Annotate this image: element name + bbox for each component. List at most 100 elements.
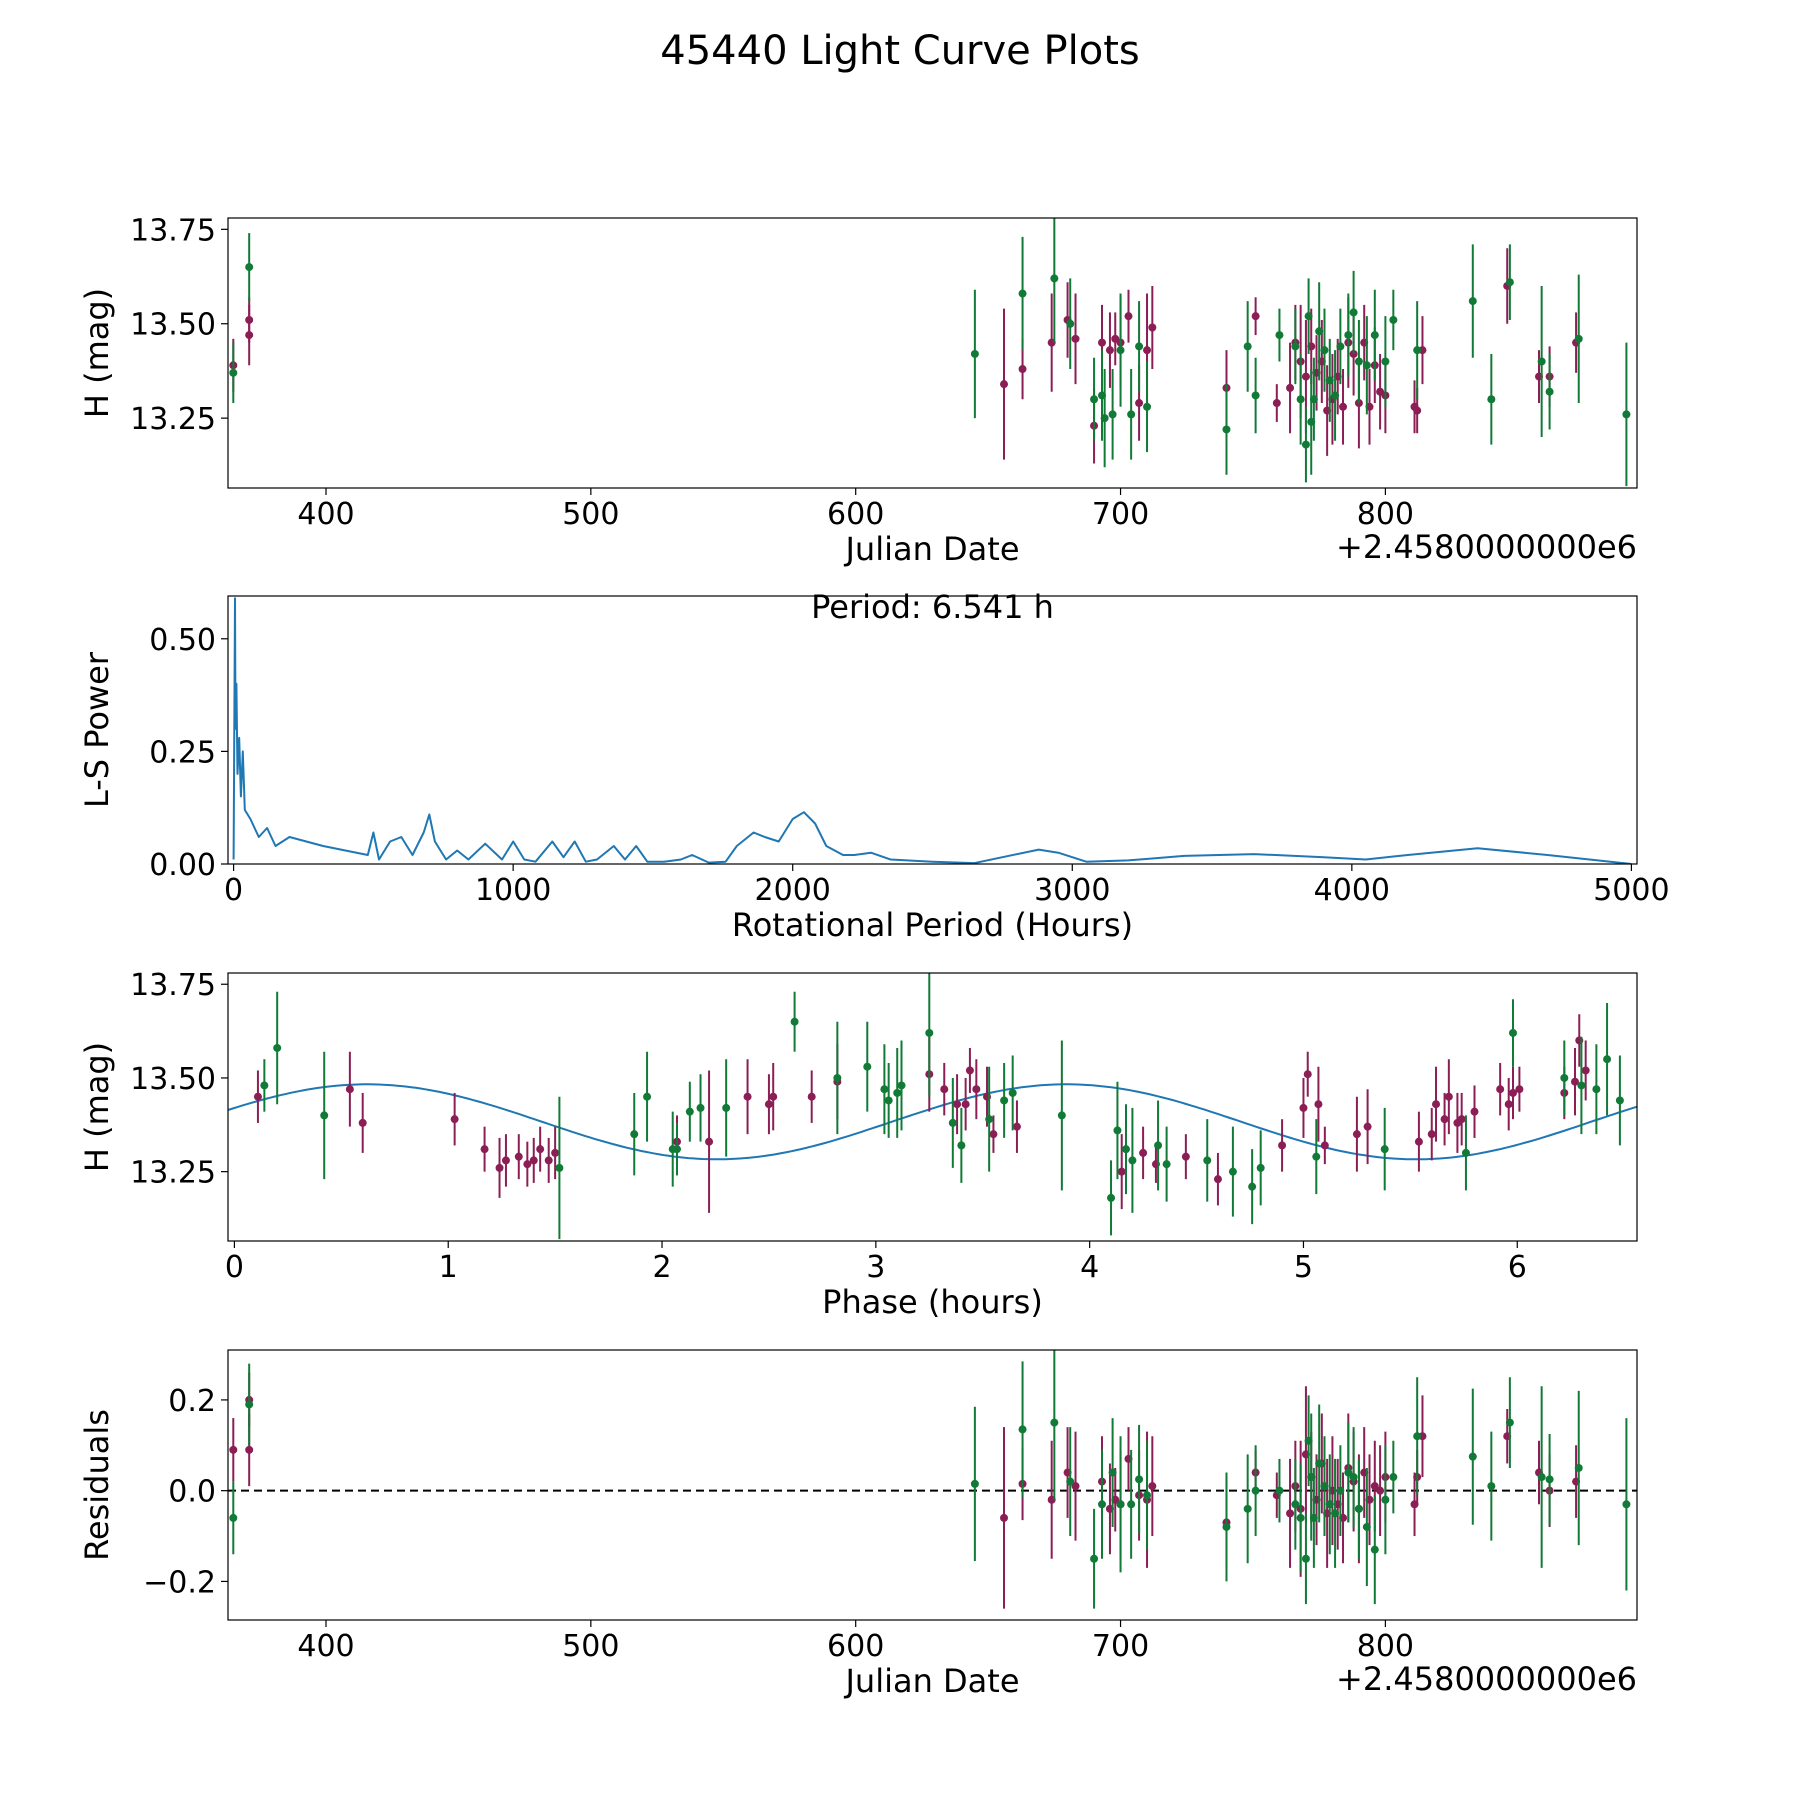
- data-point: [705, 1137, 714, 1146]
- data-point: [1071, 334, 1080, 343]
- data-point: [1380, 1145, 1389, 1154]
- data-point: [1344, 1468, 1353, 1477]
- data-point: [1592, 1085, 1601, 1094]
- data-point: [1121, 1145, 1130, 1154]
- data-point: [722, 1103, 731, 1112]
- axes-frame: [227, 1349, 1638, 1621]
- panel-residuals: 400 500 600 700 800 −0.2 0.0 0.2 Julian Date Resi…: [78, 1349, 1638, 1700]
- x-axis-label: Julian Date: [843, 1662, 1019, 1700]
- data-point: [1098, 1500, 1107, 1509]
- data-point: [1275, 1486, 1284, 1495]
- x-tick-label: 0: [225, 1250, 244, 1285]
- data-point: [1139, 1148, 1148, 1157]
- data-point: [1301, 440, 1310, 449]
- data-point: [1000, 1096, 1009, 1105]
- data-point: [1427, 1130, 1436, 1139]
- x-axis-label: Julian Date: [843, 530, 1019, 568]
- data-point: [897, 1081, 906, 1090]
- data-point: [1296, 1513, 1305, 1522]
- data-point: [1278, 1141, 1287, 1150]
- data-point: [555, 1163, 564, 1172]
- data-point: [764, 1100, 773, 1109]
- data-point: [1339, 402, 1348, 411]
- data-point: [1243, 342, 1252, 351]
- data-point: [529, 1156, 538, 1165]
- data-point: [1381, 357, 1390, 366]
- data-point: [1148, 1482, 1157, 1491]
- data-point: [1574, 1463, 1583, 1472]
- data-point: [1352, 1130, 1361, 1139]
- data-point: [1143, 1491, 1152, 1500]
- data-point: [1057, 1111, 1066, 1120]
- data-point: [1050, 1418, 1059, 1427]
- data-point: [1203, 1156, 1212, 1165]
- data-point: [1370, 1482, 1379, 1491]
- data-point: [1432, 1100, 1441, 1109]
- data-point: [1304, 312, 1313, 321]
- data-point: [1256, 1163, 1265, 1172]
- data-point: [1362, 1522, 1371, 1531]
- data-point: [1222, 1522, 1231, 1531]
- data-point: [260, 1081, 269, 1090]
- y-tick-label: 13.50: [130, 1062, 216, 1097]
- data-point: [1414, 1137, 1423, 1146]
- data-point: [1381, 1495, 1390, 1504]
- x-axis-label: Phase (hours): [822, 1283, 1043, 1321]
- data-point: [1315, 327, 1324, 336]
- data-point: [1336, 342, 1345, 351]
- data-point: [1496, 1085, 1505, 1094]
- x-tick-label: 500: [562, 497, 619, 532]
- data-point: [1228, 1167, 1237, 1176]
- data-point: [1117, 1167, 1126, 1176]
- data-point: [1243, 1504, 1252, 1513]
- data-point: [1487, 1482, 1496, 1491]
- data-point: [1309, 1513, 1318, 1522]
- y-tick-label: −0.2: [143, 1565, 216, 1600]
- data-point: [1363, 1122, 1372, 1131]
- data-point: [358, 1118, 367, 1127]
- x-tick-label: 2: [652, 1250, 671, 1285]
- y-tick-label: 0.2: [168, 1384, 216, 1419]
- data-point: [957, 1141, 966, 1150]
- data-point: [1603, 1055, 1612, 1064]
- x-tick-label: 400: [297, 497, 354, 532]
- data-point: [1098, 338, 1107, 347]
- data-point: [1108, 410, 1117, 419]
- data-point: [1505, 278, 1514, 287]
- data-point: [245, 263, 254, 272]
- data-point: [1296, 395, 1305, 404]
- data-point: [925, 1028, 934, 1037]
- data-point: [1325, 1500, 1334, 1509]
- data-point: [1615, 1096, 1624, 1105]
- data-point: [501, 1156, 510, 1165]
- y-axis-label: Residuals: [78, 1409, 116, 1561]
- data-point: [1108, 1468, 1117, 1477]
- data-point: [1312, 1152, 1321, 1161]
- x-tick-label: 3: [866, 1250, 885, 1285]
- x-axis-label: Rotational Period (Hours): [732, 906, 1133, 944]
- fit-curve: [228, 1083, 1637, 1161]
- data-point: [1560, 1073, 1569, 1082]
- data-point: [1301, 1554, 1310, 1563]
- data-point: [1107, 1193, 1116, 1202]
- data-point: [1148, 323, 1157, 332]
- data-point: [1574, 334, 1583, 343]
- axes-frame: [227, 972, 1638, 1242]
- data-point: [1286, 1509, 1295, 1518]
- data-point: [523, 1160, 532, 1169]
- data-point: [1354, 1504, 1363, 1513]
- data-point: [1537, 357, 1546, 366]
- data-point: [1370, 1545, 1379, 1554]
- data-point: [1344, 331, 1353, 340]
- data-point: [961, 1100, 970, 1109]
- data-point: [1622, 1500, 1631, 1509]
- data-point: [1116, 346, 1125, 355]
- data-point: [1127, 1500, 1136, 1509]
- data-point: [495, 1163, 504, 1172]
- data-point: [1272, 399, 1281, 408]
- x-tick-label: 5000: [1593, 873, 1669, 908]
- data-point: [253, 1092, 262, 1101]
- data-point: [229, 368, 238, 377]
- data-point: [953, 1100, 962, 1109]
- data-layer: [229, 218, 1631, 487]
